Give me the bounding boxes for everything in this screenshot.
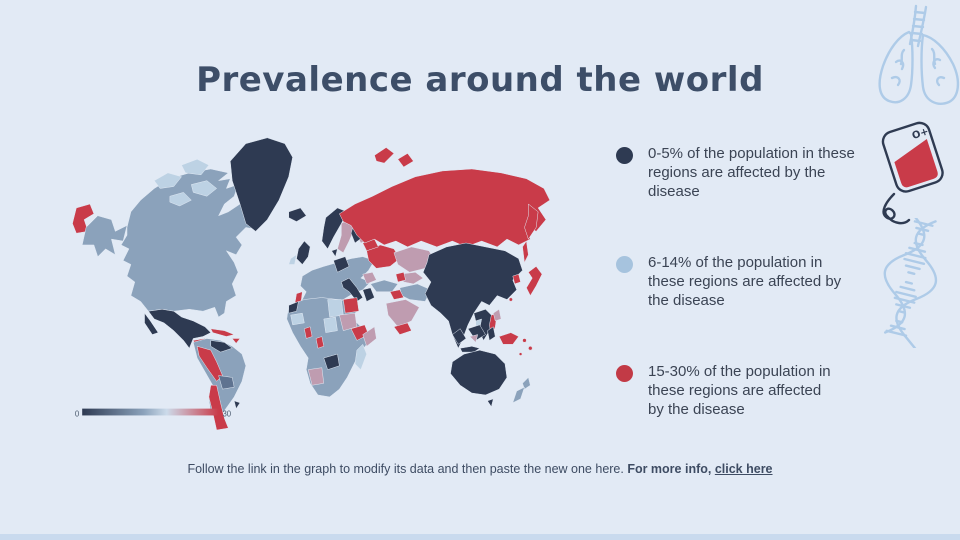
footer-text: Follow the link in the graph to modify i… bbox=[187, 462, 628, 476]
map-region-africa bbox=[286, 297, 377, 398]
footer-note: Follow the link in the graph to modify i… bbox=[0, 462, 960, 476]
map-region-europe bbox=[288, 207, 401, 312]
scale-max-label: 30 bbox=[222, 409, 231, 418]
legend-dot-15-30 bbox=[616, 365, 633, 383]
map-region-north-america bbox=[72, 137, 307, 355]
legend-label-6-14: 6-14% of the population in these regions… bbox=[648, 254, 842, 310]
legend-label-0-5: 0-5% of the population in these regions … bbox=[648, 145, 855, 201]
map-region-russia-central-asia bbox=[339, 147, 551, 285]
map-region-middle-east bbox=[370, 271, 432, 335]
page-title: Prevalence around the world bbox=[196, 60, 764, 100]
map-color-scale: 0 30 bbox=[75, 408, 232, 418]
map-region-oceania bbox=[450, 324, 533, 408]
dna-icon bbox=[883, 218, 938, 348]
legend-dot-6-14 bbox=[616, 256, 633, 274]
legend-item-6-14: 6-14% of the population in these regions… bbox=[616, 253, 856, 310]
scale-min-label: 0 bbox=[75, 409, 80, 418]
blood-bag-icon: O+ bbox=[881, 121, 944, 225]
world-map[interactable]: 0 30 bbox=[70, 130, 562, 432]
more-info-link[interactable]: click here bbox=[714, 462, 773, 476]
legend-label-15-30: 15-30% of the population in these region… bbox=[648, 363, 831, 419]
map-region-south-america bbox=[192, 338, 247, 431]
blood-type-label: O+ bbox=[911, 126, 930, 142]
footer-bold-text: For more info, bbox=[627, 462, 715, 476]
bottom-accent-bar bbox=[0, 534, 960, 540]
legend-item-0-5: 0-5% of the population in these regions … bbox=[616, 144, 856, 201]
legend: 0-5% of the population in these regions … bbox=[616, 144, 856, 471]
world-map-svg: 0 30 bbox=[72, 137, 551, 431]
legend-dot-0-5 bbox=[616, 147, 633, 164]
legend-item-15-30: 15-30% of the population in these region… bbox=[616, 362, 856, 419]
